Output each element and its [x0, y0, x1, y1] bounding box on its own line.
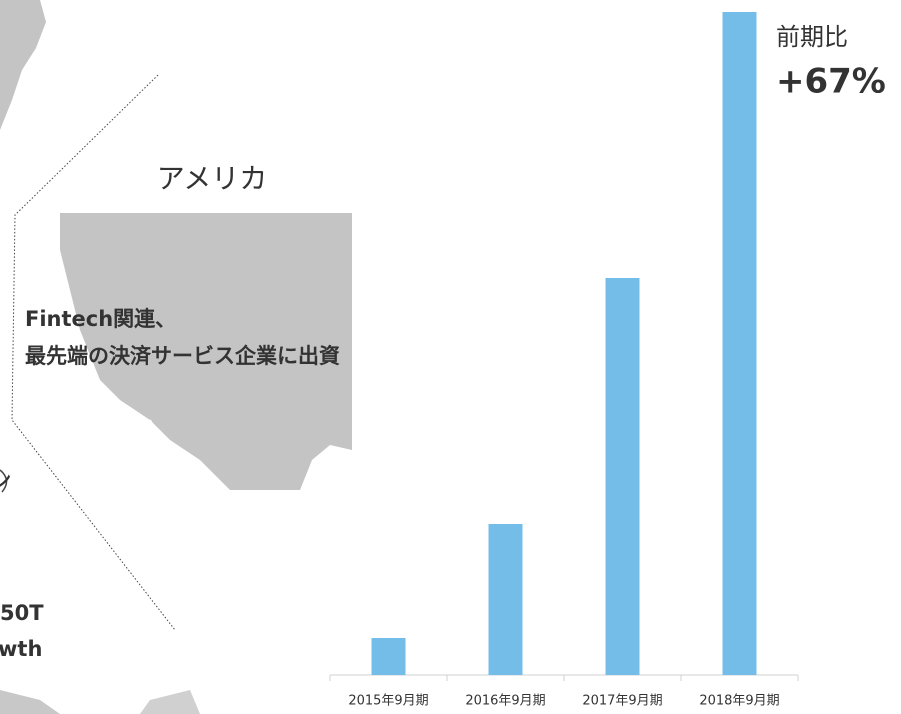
- x-tick-label: 2015年9月期: [348, 694, 428, 709]
- x-tick-label: 2017年9月期: [582, 694, 662, 709]
- map-land: [0, 690, 60, 714]
- partial-text: 50T: [0, 601, 44, 625]
- partial-text: ン: [0, 467, 12, 497]
- map-usa: [60, 213, 352, 490]
- bar: [605, 278, 640, 675]
- annotation: 前期比: [776, 23, 848, 51]
- partial-text: wth: [0, 637, 42, 661]
- map-japan: [0, 0, 46, 130]
- x-tick-label: 2018年9月期: [699, 694, 779, 709]
- x-tick-label: 2016年9月期: [465, 694, 545, 709]
- region-label: アメリカ: [157, 162, 268, 195]
- map-arc: [0, 469, 8, 493]
- map-land: [140, 690, 200, 714]
- map-coast: [149, 419, 176, 471]
- note-line: 最先端の決済サービス企業に出資: [25, 344, 340, 368]
- bar: [488, 524, 523, 675]
- annotation: +67%: [776, 62, 886, 102]
- bar: [722, 12, 757, 675]
- bar: [371, 638, 406, 675]
- note-line: Fintech関連、: [25, 307, 176, 331]
